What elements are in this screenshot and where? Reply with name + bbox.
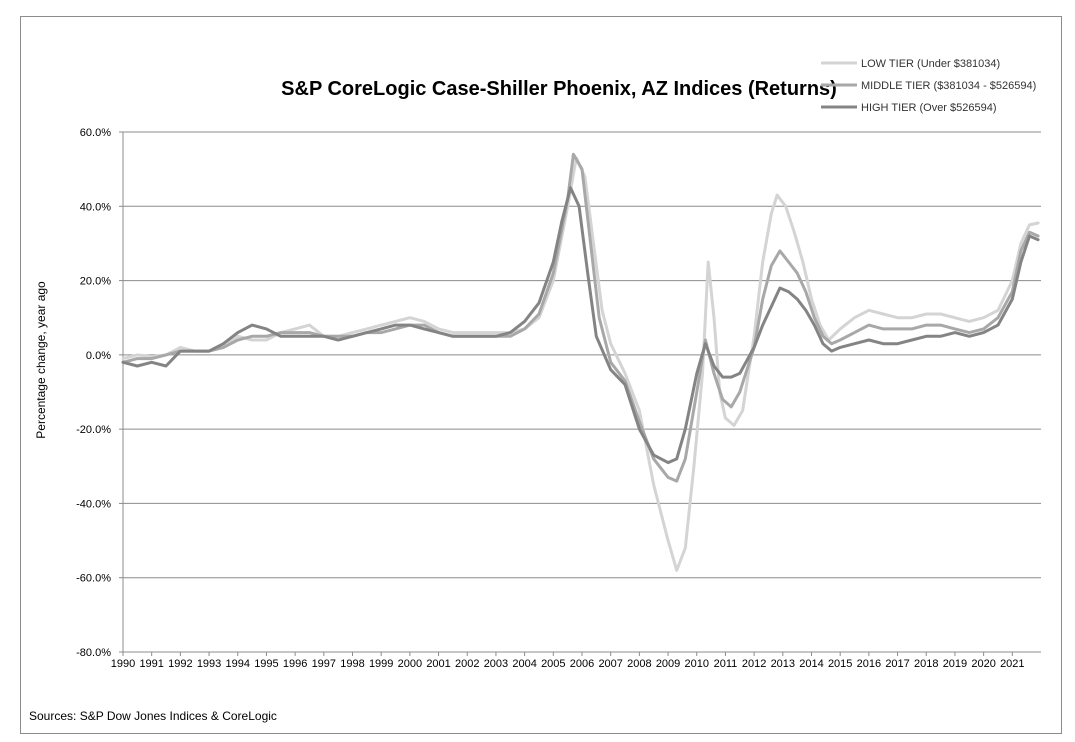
x-tick-label: 2000	[398, 658, 422, 670]
series-lines	[121, 152, 1040, 572]
x-tick-label: 2012	[742, 658, 766, 670]
x-tick-label: 2005	[541, 658, 565, 670]
y-tick-label: 60.0%	[80, 127, 111, 139]
x-tick-label: 1992	[168, 658, 192, 670]
x-tick-label: 2003	[484, 658, 508, 670]
legend-label-2: MIDDLE TIER ($381034 - $526594)	[861, 80, 1036, 92]
x-tick-label: 2019	[943, 658, 967, 670]
x-tick-label: 2020	[971, 658, 995, 670]
y-tick-label: -20.0%	[76, 424, 111, 436]
chart-canvas: S&P CoreLogic Case-Shiller Phoenix, AZ I…	[29, 58, 1041, 723]
x-tick-label: 2007	[598, 658, 622, 670]
x-tick-label: 1995	[254, 658, 278, 670]
y-tick-label: 20.0%	[80, 276, 111, 288]
y-tick-label: 40.0%	[80, 201, 111, 213]
y-axis-ticks: 60.0% 40.0% 20.0% 0.0% -20.0% -40.0% -60.0% -80…	[76, 127, 123, 659]
gridlines	[123, 131, 1041, 653]
x-tick-label: 2015	[828, 658, 852, 670]
x-tick-label: 2021	[1000, 658, 1024, 670]
legend: LOW TIER (Under $381034) MIDDLE TIER ($38…	[821, 58, 1036, 114]
x-tick-label: 1996	[283, 658, 307, 670]
x-tick-label: 2001	[426, 658, 450, 670]
x-tick-label: 1999	[369, 658, 393, 670]
x-tick-label: 2018	[914, 658, 938, 670]
x-tick-label: 2011	[714, 658, 738, 670]
series-line-1	[121, 156, 1040, 572]
x-tick-label: 1991	[139, 658, 163, 670]
chart-frame: S&P CoreLogic Case-Shiller Phoenix, AZ I…	[20, 16, 1062, 734]
series-line-3	[121, 186, 1040, 465]
x-tick-label: 2013	[771, 658, 795, 670]
x-tick-label: 1998	[340, 658, 364, 670]
legend-label-3: HIGH TIER (Over $526594)	[861, 102, 997, 114]
series-line-2	[121, 152, 1040, 483]
x-axis-ticks: 1990 1991 1992 1993 1994 1995 1996 1997 1998 1999…	[111, 652, 1025, 670]
source-note: Sources: S&P Dow Jones Indices & CoreLog…	[29, 709, 277, 723]
chart-title: S&P CoreLogic Case-Shiller Phoenix, AZ I…	[281, 78, 837, 100]
x-tick-label: 2006	[570, 658, 594, 670]
x-tick-label: 1997	[312, 658, 336, 670]
x-tick-label: 2008	[627, 658, 651, 670]
y-tick-label: -60.0%	[76, 573, 111, 585]
y-tick-label: -80.0%	[76, 647, 111, 659]
y-tick-label: 0.0%	[86, 350, 111, 362]
x-tick-label: 2017	[885, 658, 909, 670]
x-tick-label: 2004	[512, 658, 536, 670]
x-tick-label: 2002	[455, 658, 479, 670]
x-tick-label: 1993	[197, 658, 221, 670]
x-tick-label: 2009	[656, 658, 680, 670]
legend-label-1: LOW TIER (Under $381034)	[861, 58, 1000, 70]
x-tick-label: 2016	[857, 658, 881, 670]
y-tick-label: -40.0%	[76, 498, 111, 510]
x-tick-label: 1990	[111, 658, 135, 670]
x-tick-label: 2010	[685, 658, 709, 670]
x-tick-label: 2014	[799, 658, 823, 670]
y-axis-label: Percentage change, year ago	[34, 281, 48, 439]
x-tick-label: 1994	[226, 658, 250, 670]
